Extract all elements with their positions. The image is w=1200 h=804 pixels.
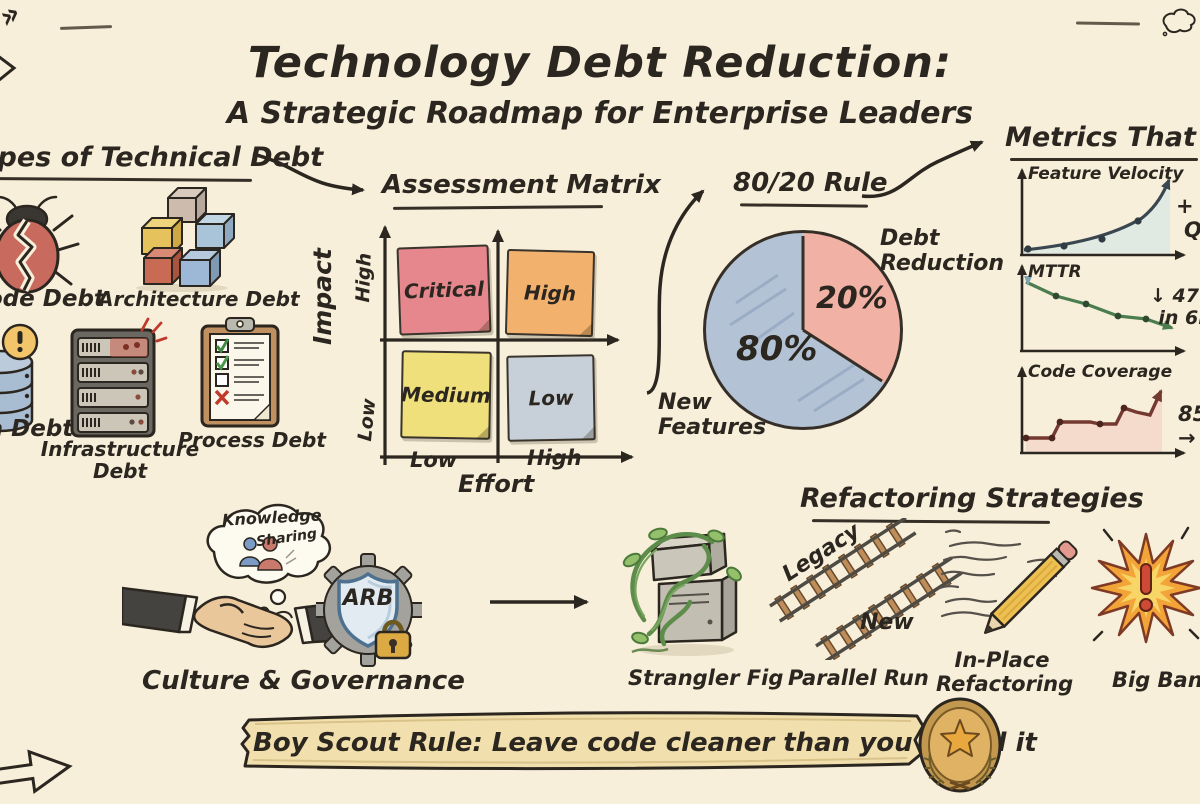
metrics-heading: Metrics That Matter xyxy=(1005,122,1200,153)
clipboard-checklist-icon xyxy=(200,317,280,428)
matrix-quadrant-high: High xyxy=(504,248,596,338)
pie-value-80: 80% xyxy=(736,329,818,369)
corner-chevrons-icon: » xyxy=(0,0,28,36)
cloud-doodle-icon xyxy=(1162,8,1196,37)
server-rack-icon xyxy=(70,317,168,438)
pareto-pie-chart: 20% 80% xyxy=(703,230,903,430)
effort-high-label: High xyxy=(527,446,582,470)
stray-line xyxy=(1075,21,1141,26)
annotation-line: + xyxy=(1176,194,1194,218)
stray-line xyxy=(59,25,113,30)
straight-arrow xyxy=(490,595,589,609)
curved-arrow xyxy=(252,152,365,196)
heading-underline xyxy=(1010,158,1198,161)
quadrant-label: High xyxy=(523,280,577,306)
banner-text: Boy Scout Rule: Leave code cleaner than … xyxy=(253,728,1037,758)
building-blocks-icon xyxy=(136,187,235,292)
edge-chevron-icon xyxy=(0,55,17,82)
pie-value-20: 20% xyxy=(816,281,888,316)
annotation-line: in 6m xyxy=(1158,306,1200,329)
thought-bubble-icon xyxy=(206,503,331,584)
railway-tracks-icon xyxy=(769,518,963,660)
curved-arrow xyxy=(861,140,984,199)
pareto-heading: 80/20 Rule xyxy=(733,168,888,198)
pie-label-debt-reduction: Debt Reduction xyxy=(880,226,1005,277)
arb-shield-label: ARB xyxy=(342,586,394,611)
quadrant-label: Low xyxy=(528,385,574,411)
banner-ribbon xyxy=(240,711,925,771)
mttr-chart xyxy=(1017,264,1186,356)
impact-high-label: High xyxy=(352,252,376,303)
matrix-quadrant-low: Low xyxy=(506,354,596,442)
code-coverage-chart xyxy=(1017,366,1186,458)
explosion-burst-icon xyxy=(1090,526,1200,644)
quadrant-label: Critical xyxy=(403,276,485,304)
pie-label-new-features: New Features xyxy=(658,390,767,441)
effort-axis-label: Effort xyxy=(458,470,535,498)
refactoring-item-label: Strangler Fig xyxy=(628,666,784,690)
metric-annotation: + Q xyxy=(1176,194,1200,242)
outline-arrow-icon xyxy=(0,749,73,795)
feature-velocity-chart xyxy=(1017,168,1186,260)
refactoring-item-label: Parallel Run xyxy=(788,666,929,690)
quadrant-label: Medium xyxy=(400,382,492,408)
page-title: Technology Debt Reduction: xyxy=(247,38,953,88)
annotation-line: Q xyxy=(1184,218,1200,242)
new-track-label: New xyxy=(860,610,914,635)
debt-type-label: Infrastructure Debt xyxy=(40,437,200,483)
heading-underline xyxy=(739,203,869,208)
refactoring-item-label: Big Bang xyxy=(1112,668,1200,692)
metric-chart-title: MTTR xyxy=(1028,262,1082,282)
metric-chart-title: Feature Velocity xyxy=(1028,164,1184,184)
page-subtitle: A Strategic Roadmap for Enterprise Leade… xyxy=(226,96,974,131)
pie-detail xyxy=(729,236,883,413)
matrix-quadrant-medium: Medium xyxy=(400,350,492,440)
padlock-icon xyxy=(374,619,412,660)
matrix-quadrant-critical: Critical xyxy=(396,244,492,336)
curved-arrow xyxy=(646,189,705,395)
refactoring-heading: Refactoring Strategies xyxy=(800,483,1144,514)
metric-annotation: ↓ 47% in 6m xyxy=(1146,285,1200,330)
refactoring-item-label: In-Place Refactoring xyxy=(936,648,1074,697)
annotation-line: 85 xyxy=(1178,402,1200,426)
impact-low-label: Low xyxy=(354,397,381,443)
debt-type-label: Code Debt xyxy=(0,286,105,312)
metric-annotation: 85 → xyxy=(1178,402,1200,450)
vine-covered-server-icon xyxy=(622,527,742,656)
impact-axis-label: Impact xyxy=(308,248,337,345)
bug-icon xyxy=(0,195,80,294)
assessment-matrix-heading: Assessment Matrix xyxy=(382,170,661,200)
debt-type-label: Architecture Debt xyxy=(98,287,300,311)
metric-chart-title: Code Coverage xyxy=(1028,362,1173,382)
matrix-axes xyxy=(379,225,634,465)
annotation-line: ↓ 47% xyxy=(1149,285,1200,307)
scout-badge-icon xyxy=(918,697,1002,793)
annotation-line: → xyxy=(1178,426,1196,451)
pencil-scribble-icon xyxy=(938,529,1078,634)
effort-low-label: Low xyxy=(410,448,458,472)
heading-underline xyxy=(392,205,604,210)
debt-type-label: Data Debt xyxy=(0,416,74,442)
culture-heading: Culture & Governance xyxy=(142,666,465,696)
debt-type-label: Process Debt xyxy=(178,428,326,452)
database-alert-icon xyxy=(0,323,39,433)
